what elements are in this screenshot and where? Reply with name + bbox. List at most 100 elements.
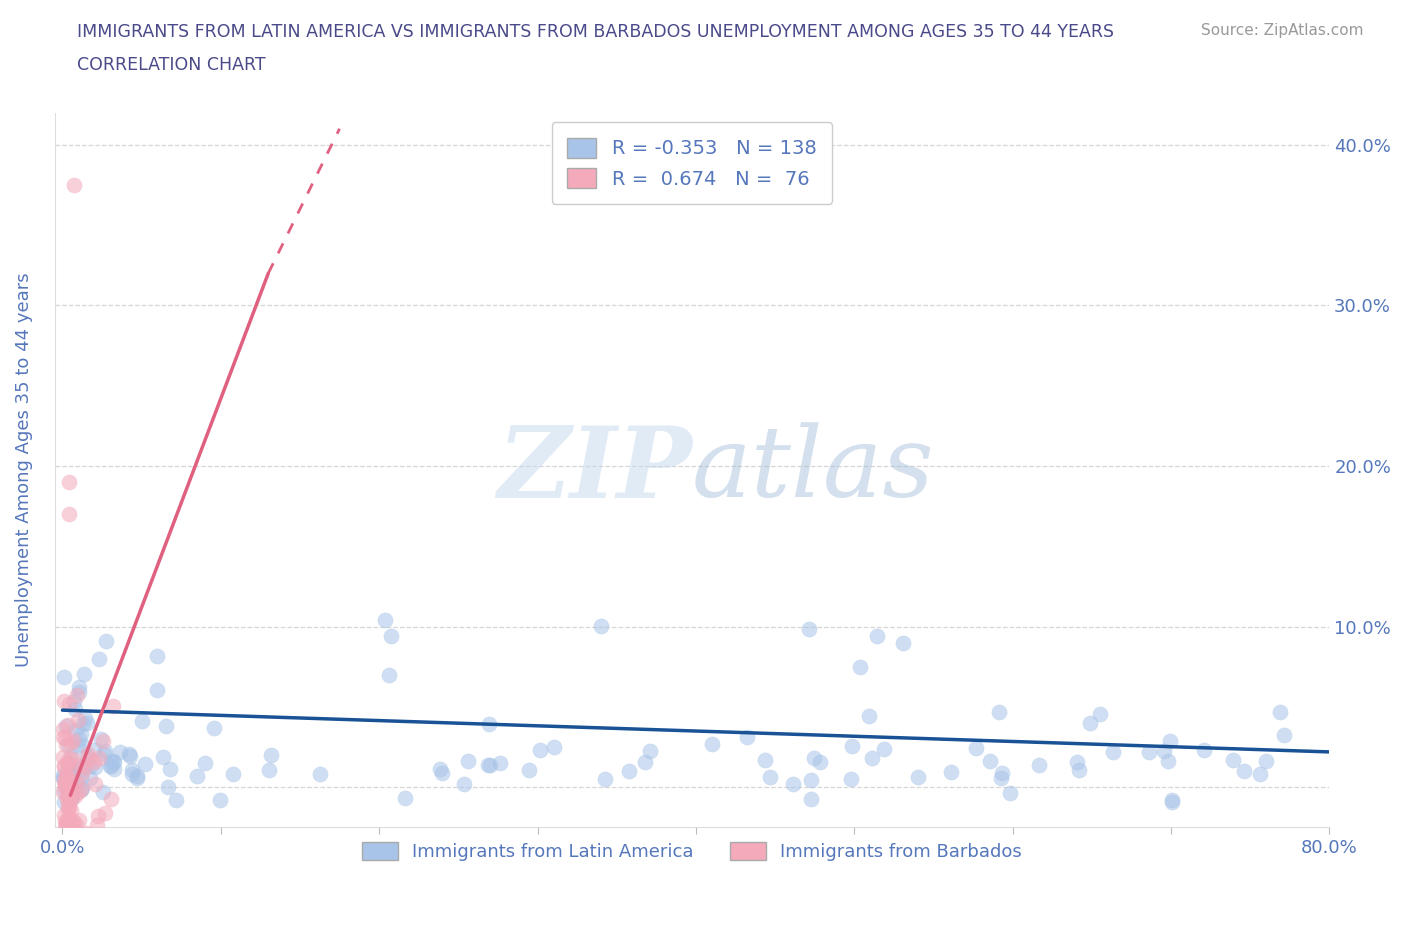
Point	[76, 749, 98, 764]
Point	[58, 825, 80, 840]
Point	[56, 798, 79, 813]
Point	[110, 744, 132, 759]
Point	[121, 763, 143, 777]
Point	[488, 755, 510, 770]
Point	[73, 758, 96, 773]
Point	[1137, 745, 1160, 760]
Point	[65, 723, 87, 737]
Point	[72, 666, 94, 681]
Point	[62, 751, 84, 766]
Point	[55, 772, 77, 787]
Point	[58, 507, 80, 522]
Point	[62, 178, 84, 193]
Point	[66, 785, 89, 800]
Point	[380, 629, 402, 644]
Point	[998, 786, 1021, 801]
Point	[1160, 793, 1182, 808]
Point	[65, 817, 87, 831]
Point	[810, 755, 832, 770]
Point	[53, 828, 76, 843]
Point	[100, 791, 122, 806]
Point	[66, 764, 89, 778]
Point	[58, 474, 80, 489]
Point	[1066, 754, 1088, 769]
Point	[127, 769, 149, 784]
Point	[72, 765, 94, 780]
Point	[58, 803, 80, 817]
Point	[62, 817, 84, 832]
Point	[103, 762, 125, 777]
Point	[1233, 764, 1256, 778]
Point	[70, 780, 93, 795]
Point	[53, 779, 76, 794]
Point	[56, 789, 79, 804]
Point	[87, 808, 110, 823]
Point	[103, 754, 125, 769]
Point	[60, 788, 83, 803]
Point	[120, 748, 142, 763]
Point	[58, 756, 80, 771]
Text: ZIP: ZIP	[496, 422, 692, 518]
Point	[62, 813, 84, 828]
Point	[1254, 753, 1277, 768]
Point	[90, 731, 112, 746]
Point	[990, 765, 1012, 780]
Point	[891, 636, 914, 651]
Point	[91, 733, 114, 748]
Point	[52, 768, 75, 783]
Point	[76, 716, 98, 731]
Point	[1157, 753, 1180, 768]
Point	[146, 683, 169, 698]
Point	[55, 820, 77, 835]
Point	[65, 774, 87, 789]
Point	[100, 758, 122, 773]
Point	[1194, 743, 1216, 758]
Point	[96, 633, 118, 648]
Legend: Immigrants from Latin America, Immigrants from Barbados: Immigrants from Latin America, Immigrant…	[354, 834, 1029, 869]
Point	[1268, 704, 1291, 719]
Point	[93, 747, 115, 762]
Point	[79, 751, 101, 766]
Point	[58, 697, 80, 711]
Point	[55, 768, 77, 783]
Point	[86, 817, 108, 832]
Point	[55, 737, 77, 752]
Point	[52, 784, 75, 799]
Point	[145, 649, 167, 664]
Point	[517, 763, 540, 777]
Point	[979, 753, 1001, 768]
Point	[222, 766, 245, 781]
Point	[55, 777, 77, 792]
Point	[157, 779, 180, 794]
Point	[75, 760, 97, 775]
Point	[52, 771, 75, 786]
Point	[121, 766, 143, 781]
Text: atlas: atlas	[692, 422, 935, 518]
Point	[52, 730, 75, 745]
Point	[98, 759, 121, 774]
Point	[1153, 743, 1175, 758]
Point	[939, 764, 962, 779]
Point	[53, 760, 76, 775]
Point	[117, 747, 139, 762]
Point	[782, 777, 804, 791]
Point	[83, 754, 105, 769]
Point	[186, 768, 208, 783]
Point	[1102, 745, 1125, 760]
Point	[84, 760, 107, 775]
Point	[56, 737, 79, 751]
Point	[67, 713, 90, 728]
Point	[91, 785, 114, 800]
Point	[543, 739, 565, 754]
Point	[52, 807, 75, 822]
Point	[100, 753, 122, 768]
Point	[58, 812, 80, 827]
Point	[453, 777, 475, 791]
Point	[67, 738, 90, 753]
Point	[260, 748, 283, 763]
Point	[478, 716, 501, 731]
Point	[53, 670, 76, 684]
Point	[101, 698, 124, 713]
Point	[52, 750, 75, 764]
Point	[529, 742, 551, 757]
